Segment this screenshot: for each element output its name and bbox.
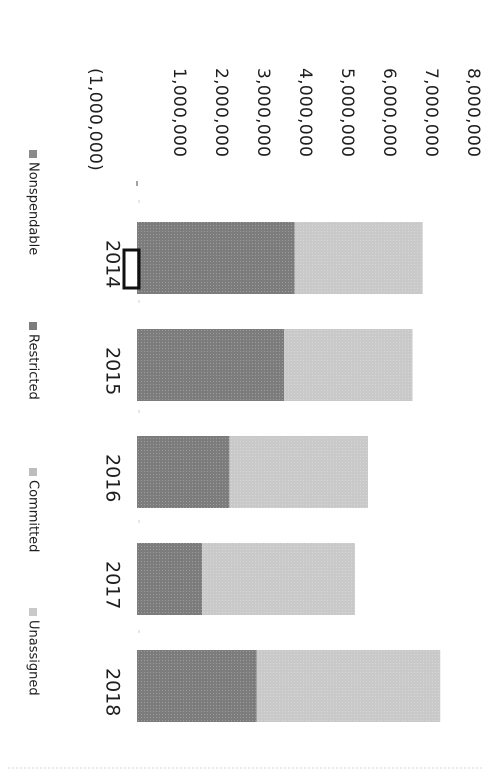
legend: Nonspendable Restricted Committed Unassigne… [26, 150, 41, 696]
plot-area [122, 200, 441, 722]
legend-label-nonspendable: Nonspendable [26, 162, 41, 255]
category-label-2018: 2018 [102, 668, 124, 716]
bar-texture [137, 543, 203, 615]
bar-texture [256, 650, 441, 722]
legend-label-committed: Committed [26, 480, 41, 552]
tick-label: (1,000,000) [85, 68, 105, 171]
legend-swatch-restricted [29, 322, 37, 330]
bar-texture [284, 329, 413, 401]
bar-texture [137, 650, 257, 722]
bar-texture [229, 436, 368, 508]
category-label-2016: 2016 [102, 454, 124, 502]
bar-texture [137, 329, 284, 401]
tick-label: 1,000,000 [169, 68, 189, 157]
bar-texture [137, 222, 295, 294]
tick-label: 5,000,000 [337, 68, 357, 157]
category-label-2015: 2015 [102, 347, 124, 395]
value-axis: 8,000,000 7,000,000 6,000,000 5,000,000 4,00… [85, 68, 483, 186]
tick-label: 7,000,000 [421, 68, 441, 157]
legend-label-restricted: Restricted [26, 334, 41, 400]
bar-texture [137, 436, 230, 508]
legend-swatch-committed [29, 468, 37, 476]
tick-label: 8,000,000 [463, 68, 483, 157]
legend-label-unassigned: Unassigned [26, 620, 41, 696]
bar-texture [294, 222, 423, 294]
legend-swatch-unassigned [29, 608, 37, 616]
tick-label: 6,000,000 [379, 68, 399, 157]
bar-texture [202, 543, 355, 615]
category-label-2017: 2017 [102, 561, 124, 609]
category-label-2014: 2014 [102, 240, 124, 288]
tick-label: 4,000,000 [295, 68, 315, 157]
highlight-box [122, 248, 141, 290]
legend-swatch-nonspendable [29, 150, 37, 158]
category-axis: 2014 2015 2016 2017 2018 [102, 240, 124, 716]
tick-label: 2,000,000 [211, 68, 231, 157]
tick-label: 3,000,000 [253, 68, 273, 157]
